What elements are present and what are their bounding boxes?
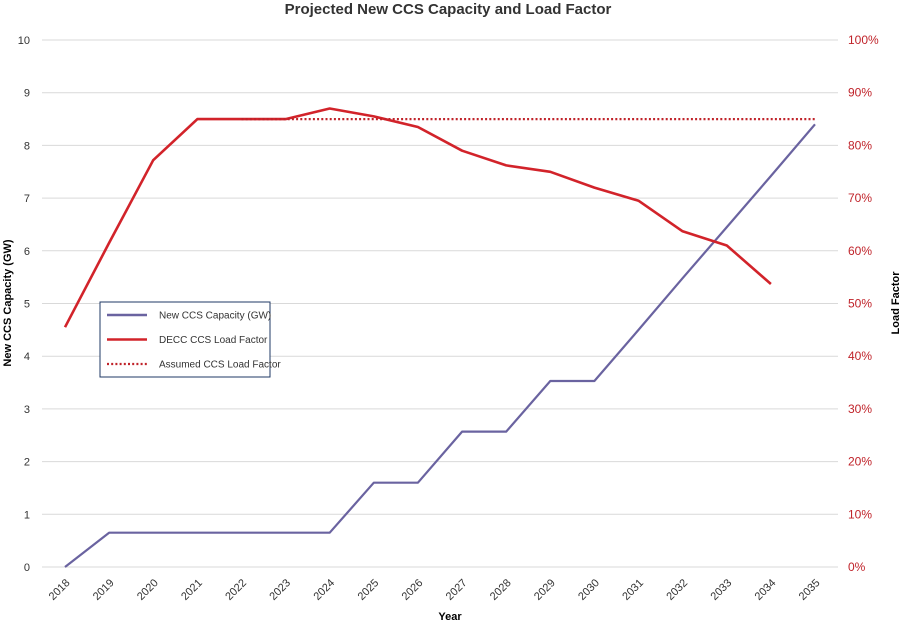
x-tick-label: 2029 [532, 577, 558, 603]
x-tick-label: 2018 [47, 577, 73, 603]
right-tick-label: 90% [848, 86, 872, 100]
x-tick-label: 2034 [753, 577, 779, 603]
right-tick-label: 60% [848, 244, 872, 258]
legend-label: Assumed CCS Load Factor [159, 360, 281, 371]
x-tick-label: 2025 [356, 577, 382, 603]
left-tick-label: 9 [24, 88, 30, 100]
left-tick-label: 1 [24, 509, 30, 521]
left-tick-label: 3 [24, 404, 30, 416]
x-tick-label: 2024 [311, 577, 337, 603]
right-tick-label: 80% [848, 138, 872, 152]
chart-title: Projected New CCS Capacity and Load Fact… [285, 1, 612, 18]
legend: New CCS Capacity (GW) DECC CCS Load Facto… [99, 301, 281, 378]
right-tick-label: 30% [848, 402, 872, 416]
left-axis-ticks: 0 1 2 3 4 5 6 7 8 9 10 [18, 35, 30, 574]
series-line-decc-ccs-load-factor [63, 107, 772, 328]
left-tick-label: 5 [24, 299, 30, 311]
x-tick-label: 2027 [444, 577, 470, 603]
left-tick-label: 7 [24, 193, 30, 205]
right-axis-ticks: 0% 10% 20% 30% 40% 50% 60% 70% 80% 90% 100% [848, 33, 879, 574]
right-axis-title: Load Factor [890, 271, 900, 335]
series-layer [63, 107, 816, 568]
x-tick-label: 2032 [664, 577, 690, 603]
x-tick-label: 2035 [797, 577, 823, 603]
series-line-new-ccs-capacity-gw [64, 123, 816, 568]
right-tick-label: 0% [848, 560, 866, 574]
right-tick-label: 10% [848, 507, 872, 521]
right-tick-label: 50% [848, 297, 872, 311]
left-tick-label: 10 [18, 35, 30, 47]
x-tick-label: 2026 [400, 577, 426, 603]
x-tick-label: 2022 [223, 577, 249, 603]
left-tick-label: 4 [24, 351, 30, 363]
x-axis-ticks: 2018 2019 2020 2021 2022 2023 2024 2025 2026 2027… [47, 577, 823, 603]
left-tick-label: 6 [24, 246, 30, 258]
x-tick-label: 2028 [488, 577, 514, 603]
left-tick-label: 2 [24, 457, 30, 469]
right-tick-label: 100% [848, 33, 879, 47]
x-tick-label: 2019 [91, 577, 117, 603]
x-tick-label: 2020 [135, 577, 161, 603]
x-tick-label: 2023 [267, 577, 293, 603]
right-tick-label: 20% [848, 455, 872, 469]
legend-label: DECC CCS Load Factor [159, 335, 268, 346]
x-tick-label: 2030 [576, 577, 602, 603]
legend-label: New CCS Capacity (GW) [159, 311, 271, 322]
left-axis-title: New CCS Capacity (GW) [2, 239, 14, 366]
right-tick-label: 40% [848, 349, 872, 363]
left-tick-label: 8 [24, 140, 30, 152]
x-tick-label: 2021 [179, 577, 205, 603]
left-tick-label: 0 [24, 562, 30, 574]
right-tick-label: 70% [848, 191, 872, 205]
x-tick-label: 2031 [620, 577, 646, 603]
x-axis-title: Year [438, 611, 462, 622]
x-tick-label: 2033 [709, 577, 735, 603]
